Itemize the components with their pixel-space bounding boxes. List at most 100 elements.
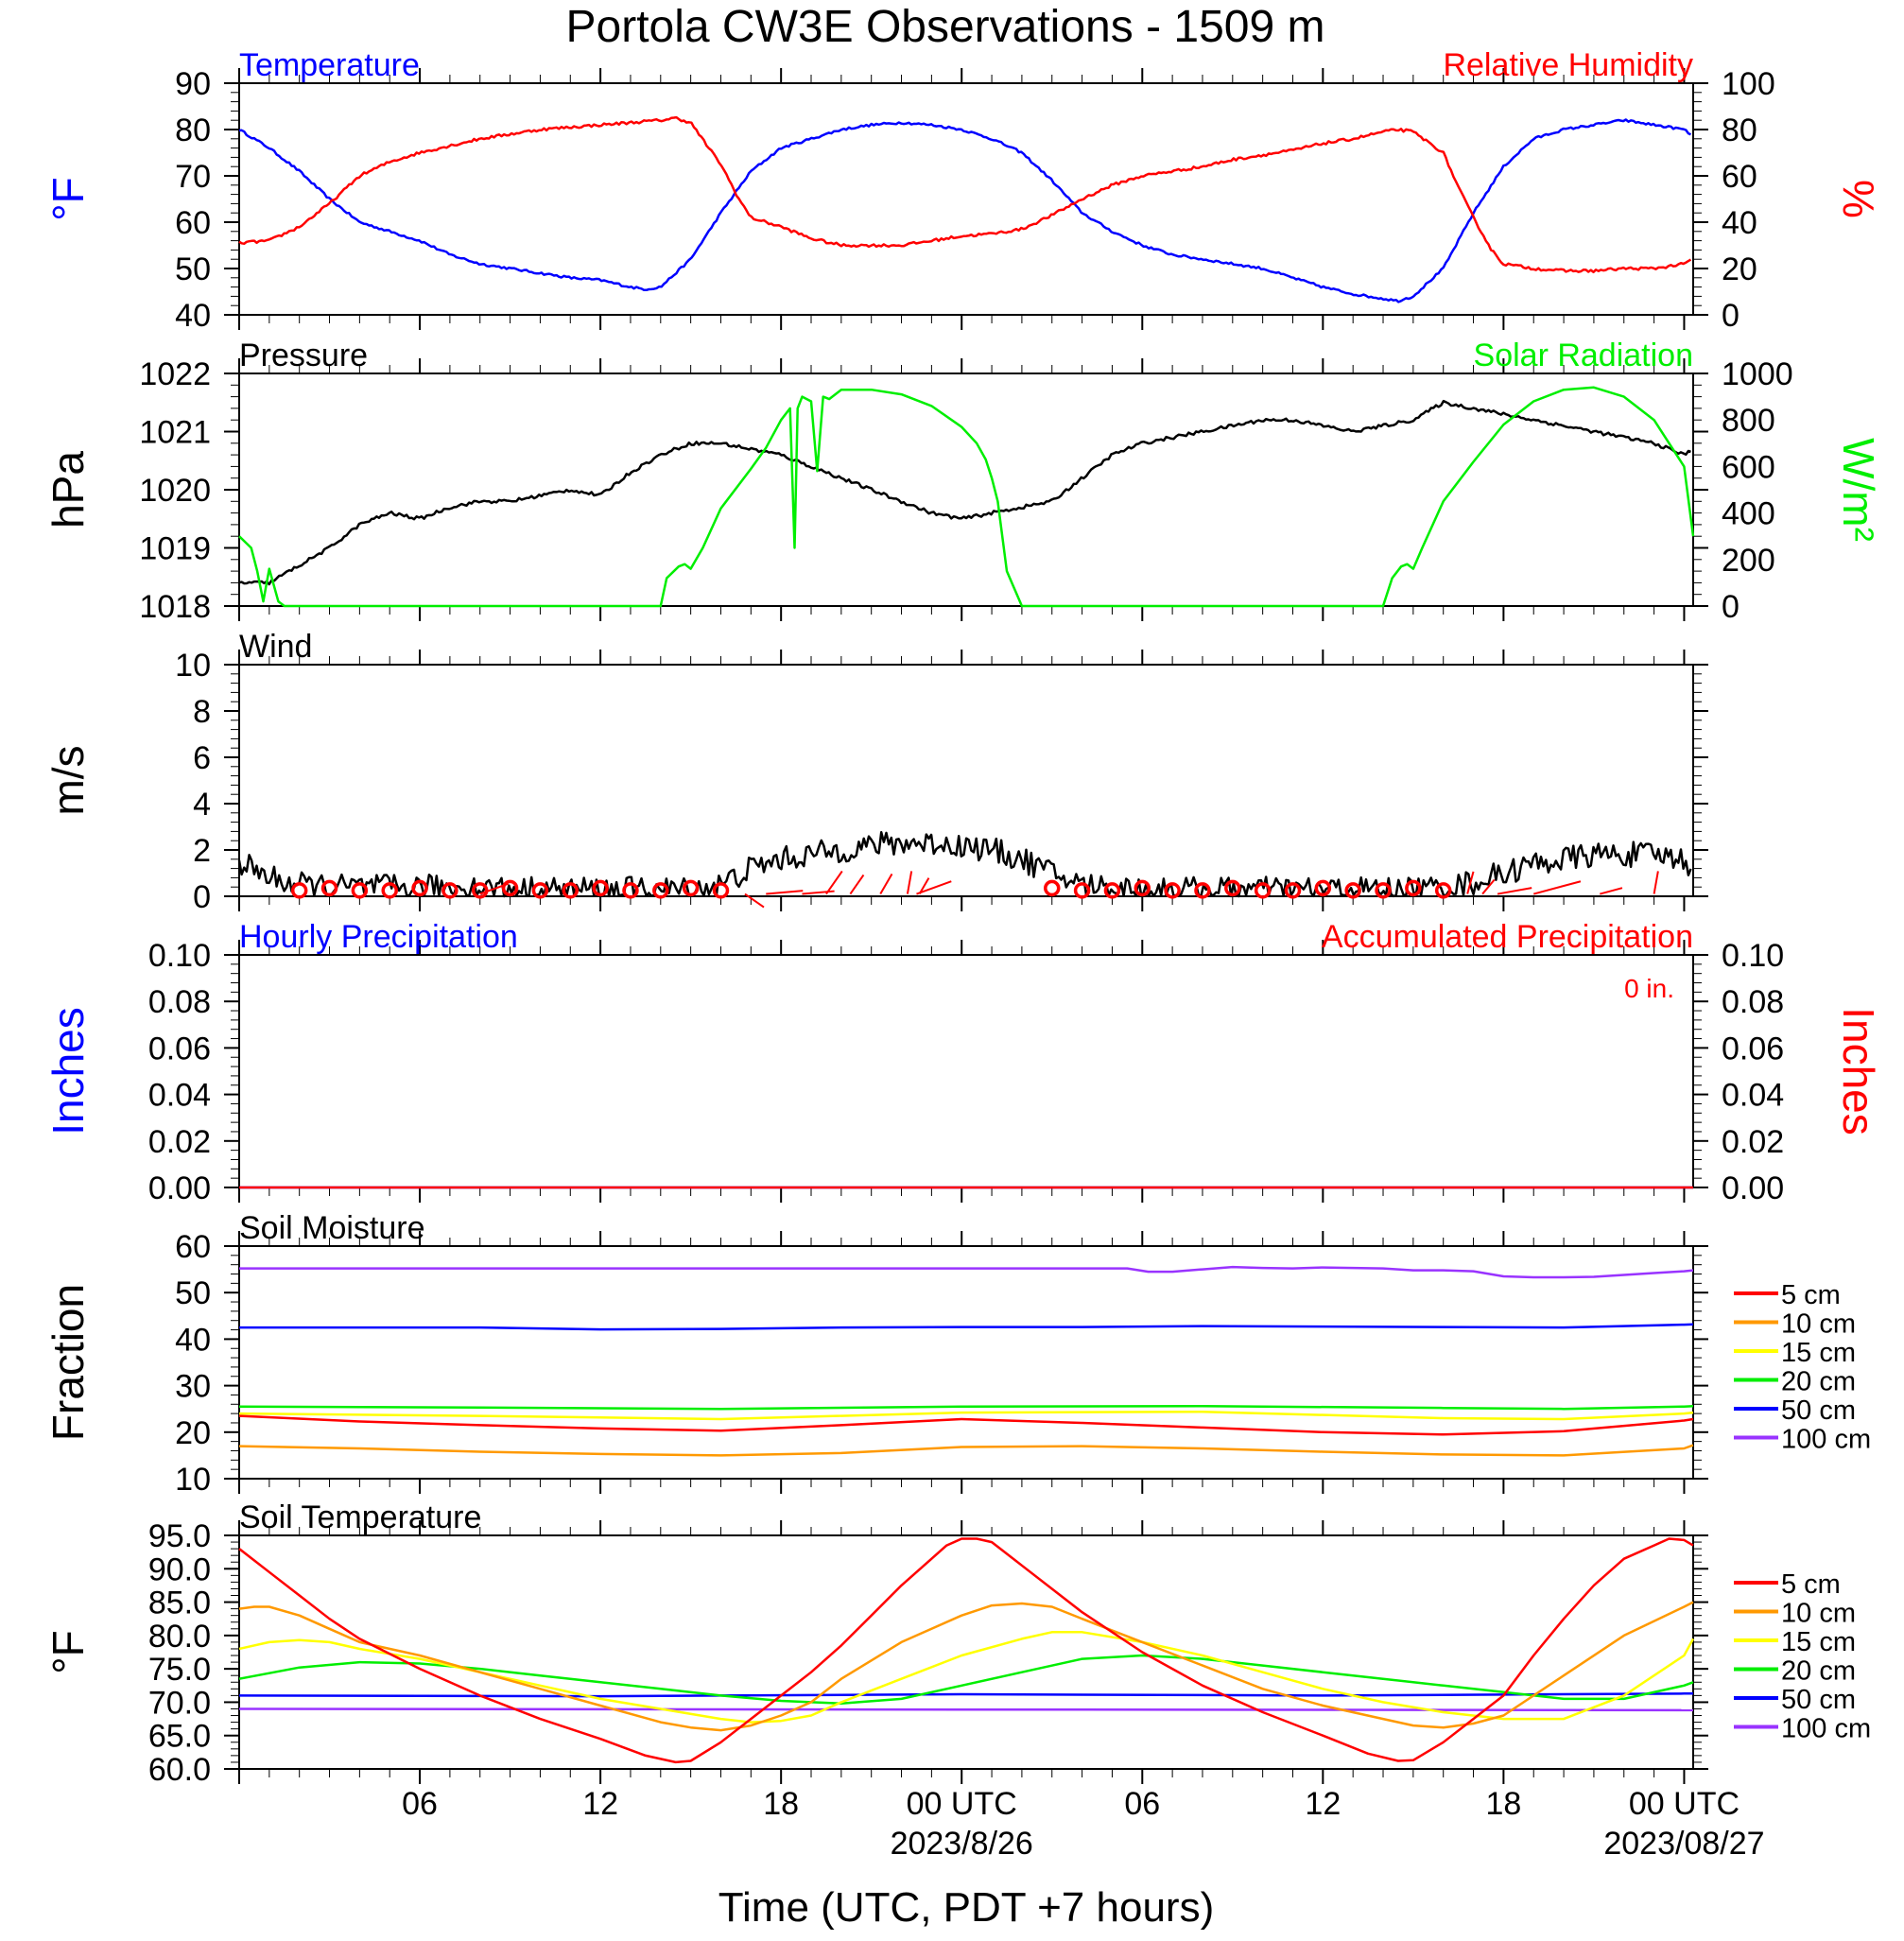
soil_moisture-series-50-cm xyxy=(239,1323,1694,1331)
soil_temperature-legend-label: 100 cm xyxy=(1781,1714,1871,1744)
wind-calm-marker xyxy=(1314,879,1332,897)
soil_moisture-ytick-label: 50 xyxy=(175,1275,211,1311)
wind-ytick-label: 10 xyxy=(175,648,211,684)
wind-panel: 0 2 4 6 8 10 Wind m/s xyxy=(43,629,1708,915)
soil_temperature-ytick-label: 85.0 xyxy=(148,1586,211,1621)
soil_moisture-ylabel: Fraction xyxy=(43,1284,93,1441)
soil_moisture-title-left: Soil Moisture xyxy=(239,1210,425,1246)
soil_temperature-series-100-cm xyxy=(238,1707,1694,1712)
soil_moisture-legend-label: 5 cm xyxy=(1781,1280,1841,1310)
precip-ytick-label: 0.10 xyxy=(148,938,211,974)
pressure_solar-ytick-right-label: 400 xyxy=(1722,496,1775,532)
soil_temperature-ytick-label: 80.0 xyxy=(148,1619,211,1655)
wind-calm-marker xyxy=(1434,882,1452,899)
wind-barb xyxy=(1532,880,1582,895)
soil_moisture-ytick-label: 10 xyxy=(175,1462,211,1498)
soil_temperature-ylabel: °F xyxy=(43,1630,93,1674)
precip-ytick-right-label: 0.04 xyxy=(1722,1078,1784,1114)
pressure_solar-ytick-right-label: 1000 xyxy=(1722,356,1793,392)
soil_temperature-legend-label: 15 cm xyxy=(1781,1627,1856,1657)
precip-ytick-label: 0.08 xyxy=(148,984,211,1020)
soil_moisture-series-15-cm xyxy=(238,1410,1694,1421)
soil_temperature-series-5-cm xyxy=(238,1537,1694,1764)
wind-calm-marker xyxy=(682,879,700,897)
soil_temperature-frame xyxy=(238,1534,1694,1770)
soil_moisture-series-10-cm xyxy=(238,1444,1694,1457)
precip-ytick-label: 0.00 xyxy=(148,1170,211,1206)
temp_rh-ytick-label: 60 xyxy=(175,205,211,241)
soil_moisture-panel: 10 20 30 40 50 60 Soil Moisture Fraction 5 cm10 … xyxy=(43,1210,1871,1498)
wind-barb xyxy=(849,874,865,895)
wind-ytick-label: 6 xyxy=(193,740,211,776)
pressure_solar-title-left: Pressure xyxy=(239,338,368,373)
wind-calm-marker xyxy=(562,882,580,899)
pressure_solar-ytick-right-label: 0 xyxy=(1722,589,1740,625)
x-tick-label: 06 xyxy=(402,1786,438,1822)
wind-calm-marker xyxy=(290,882,308,899)
x-tick-date: 2023/08/27 xyxy=(1603,1826,1764,1862)
wind-calm-marker xyxy=(501,879,519,897)
precip-annotation: 0 in. xyxy=(1624,974,1674,1003)
wind-ylabel: m/s xyxy=(43,745,93,815)
wind-calm-marker xyxy=(592,879,609,897)
wind-calm-marker xyxy=(1284,882,1302,899)
pressure_solar-panel: 1018 1019 1020 1021 1022 0 200 400 600 800 1000 Pre… xyxy=(43,338,1883,625)
pressure_solar-series-1 xyxy=(238,386,1695,608)
precip-title-left: Hourly Precipitation xyxy=(239,919,518,955)
wind-barb xyxy=(1497,887,1532,895)
x-axis-label: Time (UTC, PDT +7 hours) xyxy=(718,1884,1214,1931)
temp_rh-series-1 xyxy=(238,115,1692,274)
wind-calm-marker xyxy=(1194,882,1211,899)
temp_rh-title-right: Relative Humidity xyxy=(1443,47,1693,83)
temp_rh-ytick-label: 40 xyxy=(175,298,211,334)
wind-ytick-label: 8 xyxy=(193,694,211,730)
soil_temperature-series-10-cm xyxy=(238,1601,1694,1732)
wind-calm-marker xyxy=(1044,879,1061,897)
wind-ytick-label: 4 xyxy=(193,787,211,823)
x-tick-label: 12 xyxy=(582,1786,618,1822)
soil_temperature-series-20-cm xyxy=(238,1654,1694,1706)
precip-ylabel: Inches xyxy=(43,1007,93,1135)
wind-barb xyxy=(825,870,843,895)
pressure_solar-ylabel-right: W/m² xyxy=(1834,438,1883,542)
precip-panel: 0.00 0.02 0.04 0.06 0.08 0.10 0.00 0.02 0.04 0.06… xyxy=(43,919,1883,1206)
pressure_solar-ylabel: hPa xyxy=(43,451,93,529)
wind-calm-marker xyxy=(652,882,669,899)
x-tick-label: 18 xyxy=(1485,1786,1521,1822)
wind-barb xyxy=(1600,887,1623,895)
soil_moisture-series-5-cm xyxy=(238,1414,1694,1436)
soil_temperature-ytick-label: 90.0 xyxy=(148,1551,211,1587)
wind-calm-marker xyxy=(1344,882,1361,899)
soil_moisture-ytick-label: 30 xyxy=(175,1369,211,1405)
chart-title: Portola CW3E Observations - 1509 m xyxy=(566,2,1325,52)
x-tick-label: 18 xyxy=(763,1786,799,1822)
pressure_solar-ytick-label: 1021 xyxy=(139,415,211,451)
precip-ytick-label: 0.04 xyxy=(148,1078,211,1114)
soil_temperature-legend-label: 50 cm xyxy=(1781,1685,1856,1715)
wind-calm-marker xyxy=(441,882,459,899)
temp_rh-ytick-right-label: 20 xyxy=(1722,251,1757,287)
wind-calm-marker xyxy=(1103,882,1121,899)
wind-calm-marker xyxy=(471,882,489,899)
wind-barb xyxy=(766,890,804,895)
wind-barb xyxy=(906,871,913,894)
precip-ytick-right-label: 0.00 xyxy=(1722,1170,1784,1206)
temp_rh-title-left: Temperature xyxy=(239,47,420,83)
x-tick-label: 00 UTC xyxy=(1629,1786,1740,1822)
temp_rh-ytick-label: 90 xyxy=(175,66,211,102)
soil_moisture-ytick-label: 20 xyxy=(175,1415,211,1451)
soil_moisture-series-20-cm xyxy=(238,1404,1694,1411)
temp_rh-series-0 xyxy=(238,118,1692,303)
precip-ytick-label: 0.06 xyxy=(148,1031,211,1066)
temp_rh-ylabel-right: % xyxy=(1834,180,1883,218)
wind-barb xyxy=(479,882,510,895)
temp_rh-frame xyxy=(238,82,1694,316)
pressure_solar-ytick-right-label: 600 xyxy=(1722,449,1775,485)
wind-barb xyxy=(916,880,952,895)
wind-barb xyxy=(1653,871,1659,894)
wind-barb xyxy=(1466,871,1475,894)
soil_temperature-series-15-cm xyxy=(238,1631,1695,1724)
temp_rh-ytick-label: 50 xyxy=(175,251,211,287)
